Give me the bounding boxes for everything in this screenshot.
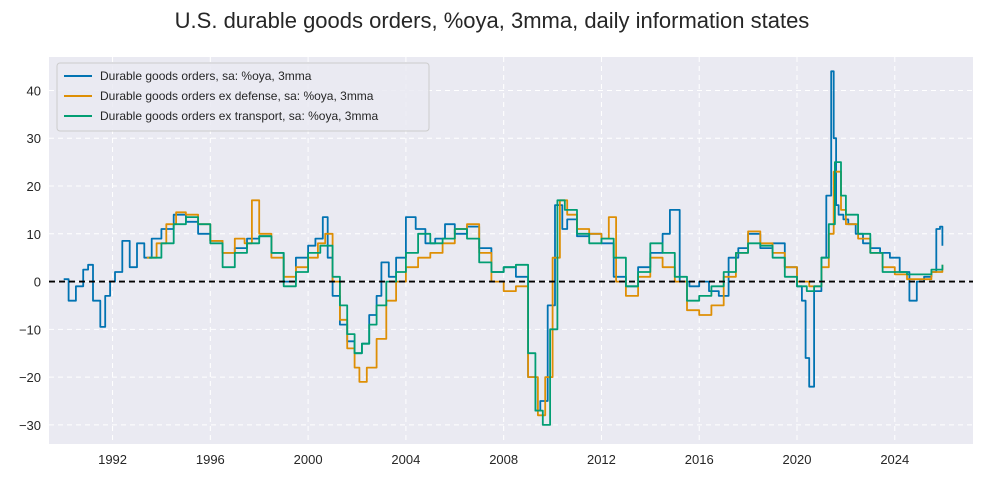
legend-label-1: Durable goods orders ex defense, sa: %oy… — [100, 89, 374, 103]
legend: Durable goods orders, sa: %oya, 3mma Dur… — [56, 62, 430, 132]
series-line-2 — [149, 161, 944, 426]
y-tick-label: 20 — [27, 179, 41, 194]
x-tick-labels: 1992 1996 2000 2004 2008 2012 2016 2020 2024 — [98, 452, 909, 467]
y-tick-label: −20 — [19, 370, 41, 385]
y-tick-label: 30 — [27, 131, 41, 146]
y-tick-labels: −30 −20 −10 0 10 20 30 40 — [19, 83, 41, 432]
x-tick-label: 2016 — [685, 452, 714, 467]
legend-box — [56, 62, 430, 132]
x-tick-label: 1992 — [98, 452, 127, 467]
y-tick-label: 10 — [27, 227, 41, 242]
x-tick-label: 2024 — [880, 452, 909, 467]
legend-label-2: Durable goods orders ex transport, sa: %… — [100, 109, 378, 123]
y-tick-label: −10 — [19, 322, 41, 337]
series-lines — [63, 70, 944, 426]
x-tick-label: 2012 — [587, 452, 616, 467]
x-tick-label: 1996 — [196, 452, 225, 467]
chart-title: U.S. durable goods orders, %oya, 3mma, d… — [175, 8, 810, 33]
x-tick-label: 2020 — [783, 452, 812, 467]
y-tick-label: −30 — [19, 418, 41, 433]
x-tick-label: 2008 — [489, 452, 518, 467]
x-tick-label: 2004 — [391, 452, 420, 467]
y-tick-label: 0 — [34, 275, 41, 290]
legend-label-0: Durable goods orders, sa: %oya, 3mma — [100, 69, 312, 83]
y-tick-label: 40 — [27, 83, 41, 98]
x-tick-label: 2000 — [294, 452, 323, 467]
